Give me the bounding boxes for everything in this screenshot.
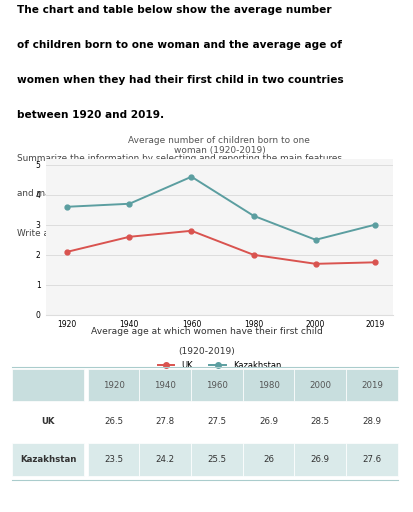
- Text: 23.5: 23.5: [104, 455, 123, 464]
- Text: 1940: 1940: [154, 380, 176, 390]
- Text: 1960: 1960: [206, 380, 227, 390]
- Text: Average age at which women have their first child: Average age at which women have their fi…: [91, 327, 322, 336]
- Bar: [345, 369, 397, 401]
- Legend: UK, Kazakhstan: UK, Kazakhstan: [154, 357, 284, 373]
- Text: (1920-2019): (1920-2019): [178, 347, 235, 356]
- Bar: [294, 443, 345, 476]
- Text: women when they had their first child in two countries: women when they had their first child in…: [17, 75, 342, 86]
- Text: 26: 26: [263, 455, 273, 464]
- Text: of children born to one woman and the average age of: of children born to one woman and the av…: [17, 40, 341, 50]
- Bar: [139, 405, 191, 438]
- Bar: [242, 369, 294, 401]
- Bar: [88, 369, 139, 401]
- Text: 26.5: 26.5: [104, 417, 123, 426]
- Text: 2000: 2000: [309, 380, 330, 390]
- Text: 27.6: 27.6: [361, 455, 380, 464]
- Bar: [345, 443, 397, 476]
- Text: 28.9: 28.9: [361, 417, 380, 426]
- Bar: [12, 443, 83, 476]
- Bar: [294, 405, 345, 438]
- Text: Kazakhstan: Kazakhstan: [20, 455, 76, 464]
- Text: 27.8: 27.8: [155, 417, 174, 426]
- Title: Average number of children born to one
woman (1920-2019): Average number of children born to one w…: [128, 136, 310, 155]
- Text: 1980: 1980: [257, 380, 279, 390]
- Bar: [88, 443, 139, 476]
- Text: Summarize the information by selecting and reporting the main features,: Summarize the information by selecting a…: [17, 154, 344, 163]
- Text: between 1920 and 2019.: between 1920 and 2019.: [17, 111, 163, 120]
- Text: 26.9: 26.9: [310, 455, 329, 464]
- Text: The chart and table below show the average number: The chart and table below show the avera…: [17, 5, 330, 15]
- Text: Write at least 150 words.: Write at least 150 words.: [17, 229, 128, 238]
- Text: 28.5: 28.5: [310, 417, 329, 426]
- Bar: [139, 443, 191, 476]
- Bar: [191, 369, 242, 401]
- Bar: [191, 405, 242, 438]
- Text: and make comparisons where relevant.: and make comparisons where relevant.: [17, 188, 192, 198]
- Bar: [191, 443, 242, 476]
- Bar: [294, 369, 345, 401]
- Text: 25.5: 25.5: [207, 455, 226, 464]
- Bar: [345, 405, 397, 438]
- Bar: [139, 369, 191, 401]
- Bar: [242, 443, 294, 476]
- Text: 1920: 1920: [102, 380, 124, 390]
- Text: 2019: 2019: [360, 380, 382, 390]
- Bar: [242, 405, 294, 438]
- Text: UK: UK: [41, 417, 55, 426]
- Bar: [12, 405, 83, 438]
- Text: 24.2: 24.2: [155, 455, 174, 464]
- Text: 27.5: 27.5: [207, 417, 226, 426]
- Bar: [12, 369, 83, 401]
- Text: 26.9: 26.9: [259, 417, 278, 426]
- Bar: [88, 405, 139, 438]
